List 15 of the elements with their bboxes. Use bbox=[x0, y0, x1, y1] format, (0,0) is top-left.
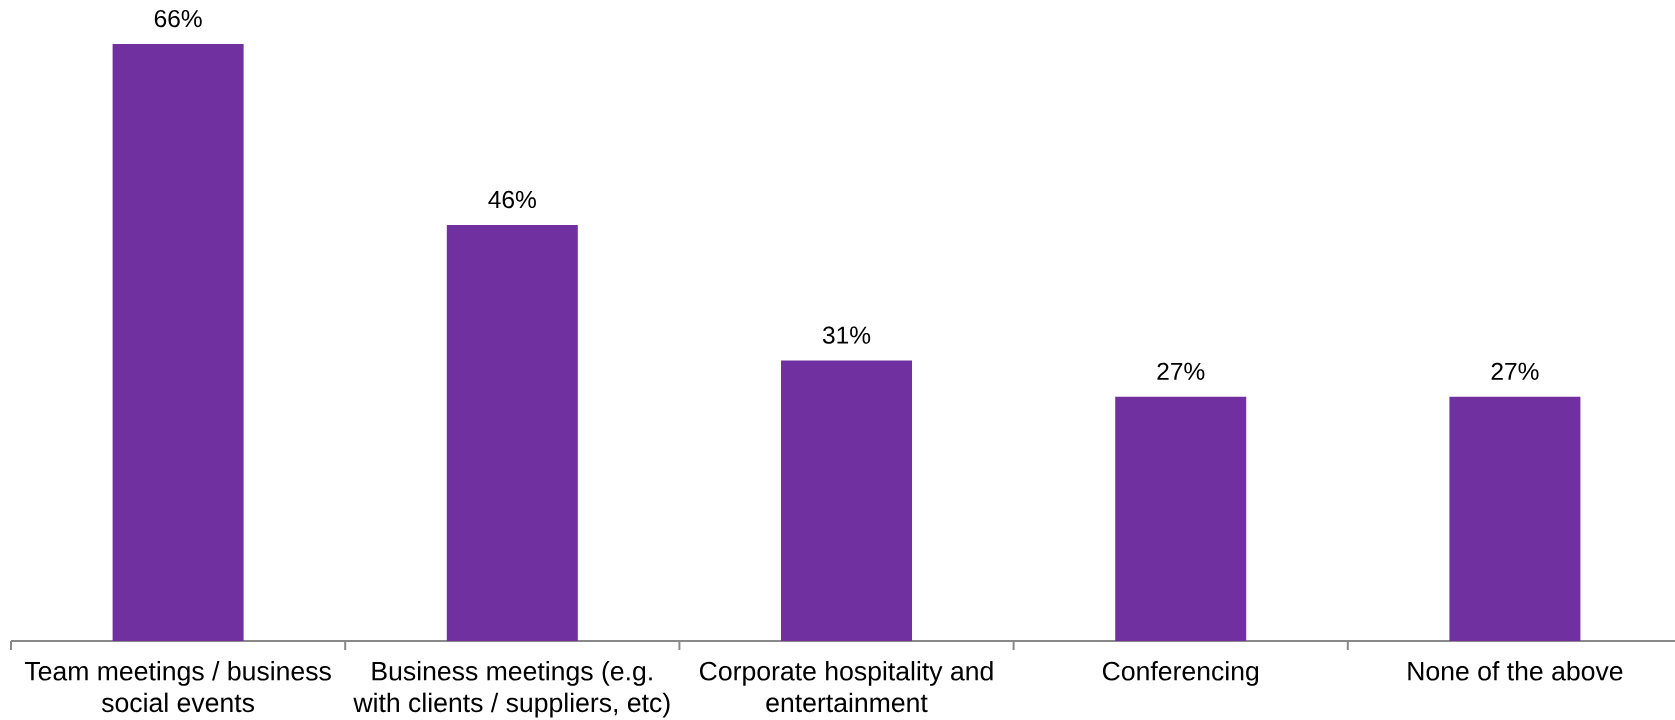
x-tick-label: Corporate hospitality and entertainment bbox=[699, 661, 993, 713]
bar bbox=[446, 224, 578, 641]
bar bbox=[1449, 396, 1581, 641]
x-tick-label: Business meetings (e.g. with clients / suppliers, etc) bbox=[353, 661, 670, 718]
data-label: 66% bbox=[154, 9, 202, 28]
data-label: 31% bbox=[822, 326, 871, 344]
bar bbox=[112, 44, 244, 641]
bar bbox=[1115, 396, 1247, 641]
data-label: 27% bbox=[1491, 362, 1539, 380]
x-tick-label: Team meetings / business social events bbox=[24, 661, 331, 713]
data-label: 46% bbox=[488, 190, 536, 209]
x-tick-label: None of the above bbox=[1408, 661, 1623, 681]
x-tick-label: Conferencing bbox=[1102, 661, 1259, 686]
bar bbox=[781, 360, 913, 641]
data-label: 27% bbox=[1157, 362, 1205, 380]
